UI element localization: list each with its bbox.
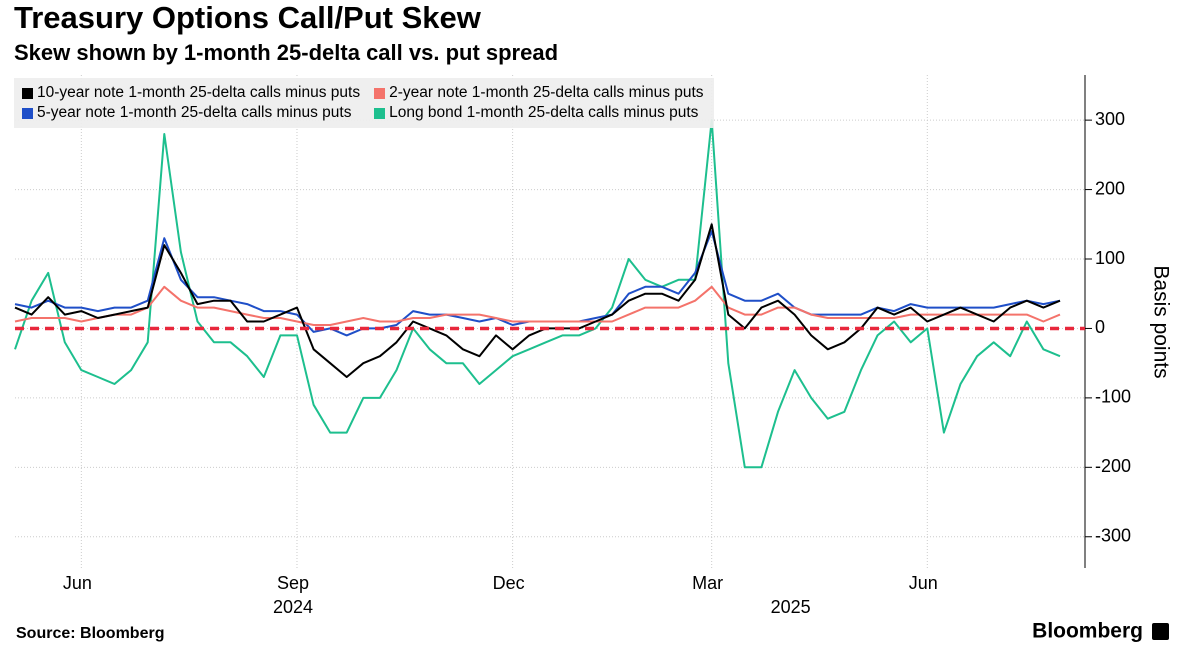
legend: 10-year note 1-month 25-delta calls minu… <box>14 78 714 128</box>
legend-item: Long bond 1-month 25-delta calls minus p… <box>374 104 703 122</box>
x-tick-label: Mar <box>692 573 723 593</box>
legend-swatch <box>22 87 33 99</box>
legend-label: 5-year note 1-month 25-delta calls minus… <box>37 104 352 121</box>
x-tick-label: Jun <box>63 573 92 593</box>
x-tick-label: Jun <box>909 573 938 593</box>
source: Source: Bloomberg <box>16 625 164 642</box>
y-tick-label: -300 <box>1095 526 1131 546</box>
legend-label: Long bond 1-month 25-delta calls minus p… <box>389 104 699 121</box>
brand: Bloomberg <box>1032 620 1143 643</box>
legend-item: 2-year note 1-month 25-delta calls minus… <box>374 84 704 102</box>
series-line <box>14 230 1061 337</box>
chart-subtitle: Skew shown by 1-month 25-delta call vs. … <box>14 40 558 65</box>
x-tick-label: Sep <box>277 573 309 593</box>
legend-swatch <box>374 107 386 119</box>
chart-title: Treasury Options Call/Put Skew <box>14 0 482 35</box>
y-tick-label: -100 <box>1095 387 1131 407</box>
series-line <box>14 285 1061 326</box>
y-tick-label: -200 <box>1095 456 1131 476</box>
x-year-label: 2025 <box>771 597 811 617</box>
x-tick-label: Dec <box>493 573 525 593</box>
y-tick-label: 300 <box>1095 109 1125 129</box>
y-tick-label: 100 <box>1095 248 1125 268</box>
legend-item: 10-year note 1-month 25-delta calls minu… <box>22 84 360 102</box>
brand-icon <box>1152 623 1169 640</box>
y-axis-label: Basis points <box>1149 265 1172 378</box>
series-line <box>14 223 1061 378</box>
legend-swatch <box>22 107 33 119</box>
legend-item: 5-year note 1-month 25-delta calls minus… <box>22 104 360 122</box>
y-tick-label: 0 <box>1095 317 1105 337</box>
y-tick-label: 200 <box>1095 178 1125 198</box>
legend-label: 10-year note 1-month 25-delta calls minu… <box>37 84 361 101</box>
legend-swatch <box>374 87 386 99</box>
legend-label: 2-year note 1-month 25-delta calls minus… <box>389 84 704 101</box>
x-year-label: 2024 <box>273 597 313 617</box>
